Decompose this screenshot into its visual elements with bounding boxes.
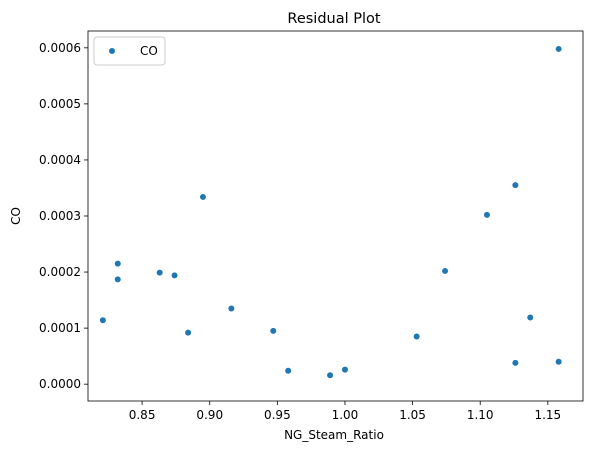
x-tick-label: 1.00: [332, 408, 359, 422]
y-tick-label: 0.0004: [39, 153, 81, 167]
y-axis-label: CO: [9, 207, 23, 225]
data-point: [483, 211, 490, 218]
chart-title: Residual Plot: [287, 11, 380, 27]
data-point: [555, 45, 562, 52]
data-point: [228, 305, 235, 312]
data-point: [114, 260, 121, 267]
data-point: [442, 267, 449, 274]
y-tick-label: 0.0005: [39, 97, 81, 111]
legend-box: [93, 36, 166, 66]
data-point: [199, 193, 206, 200]
data-point: [527, 314, 534, 321]
data-point: [185, 329, 192, 336]
x-axis: 0.85 0.90 0.95 1.00 1.05 1.10 1.15: [129, 401, 561, 422]
x-axis-label: NG_Steam_Ratio: [284, 428, 384, 442]
data-point: [555, 358, 562, 365]
data-point: [270, 327, 277, 334]
y-tick-label: 0.0002: [39, 265, 81, 279]
plot-area-frame: [87, 30, 584, 402]
x-tick-label: 1.05: [399, 408, 426, 422]
data-point: [512, 182, 519, 189]
y-tick-label: 0.0003: [39, 209, 81, 223]
legend-label-co: CO: [140, 44, 158, 58]
data-point: [285, 367, 292, 374]
x-tick-label: 1.15: [534, 408, 561, 422]
data-point: [114, 276, 121, 283]
data-point: [327, 372, 334, 379]
y-tick-label: 0.0001: [39, 321, 81, 335]
data-point: [156, 269, 163, 276]
x-tick-label: 1.10: [467, 408, 494, 422]
legend-marker: [109, 48, 115, 54]
data-point: [512, 359, 519, 366]
data-point: [99, 317, 106, 324]
x-tick-label: 0.90: [196, 408, 223, 422]
y-tick-label: 0.0000: [39, 377, 81, 391]
y-axis: 0.0000 0.0001 0.0002 0.0003 0.0004 0.0005 0.00…: [39, 41, 88, 391]
y-tick-label: 0.0006: [39, 41, 81, 55]
legend: CO: [93, 36, 166, 66]
scatter-series: [99, 45, 562, 379]
data-point: [413, 333, 420, 340]
x-tick-label: 0.95: [264, 408, 291, 422]
data-point: [341, 366, 348, 373]
x-tick-label: 0.85: [129, 408, 156, 422]
data-point: [171, 272, 178, 279]
